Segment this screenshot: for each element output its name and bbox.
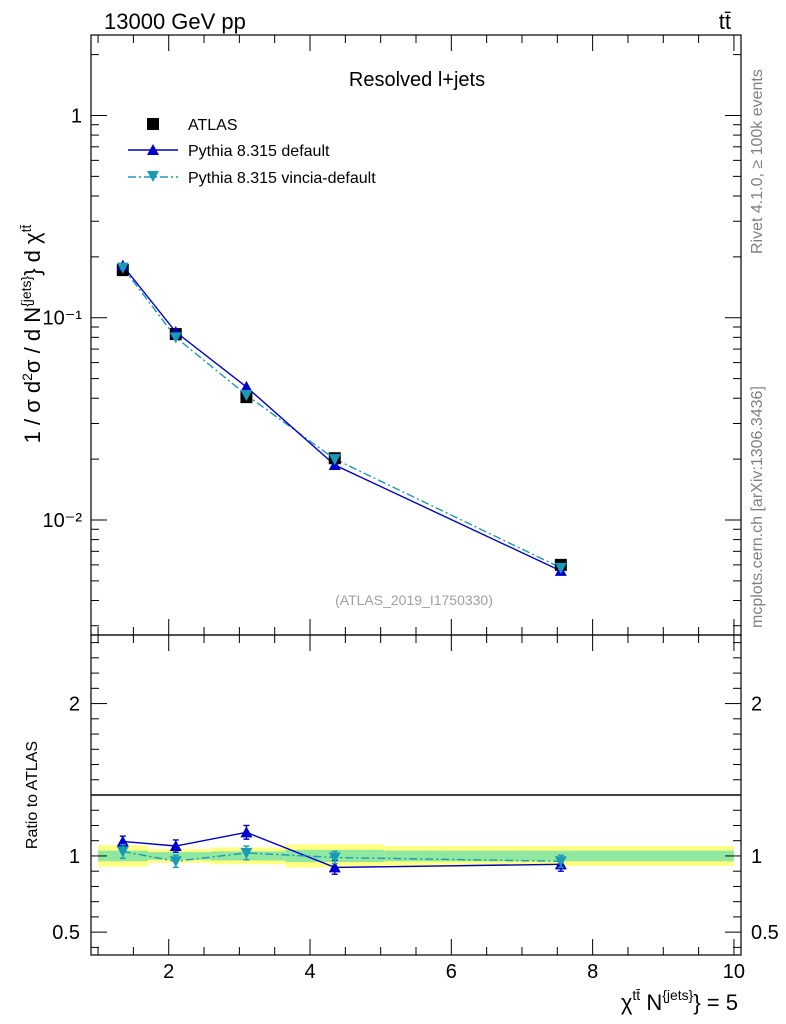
- ratio-default-point: [169, 840, 182, 852]
- main-y-axis-label: 1 / σ d2σ / d N{jets}} d χtt̄: [18, 225, 45, 444]
- ratio-y-axis-label: Ratio to ATLAS: [24, 741, 41, 849]
- ratio-vincia-point: [169, 856, 182, 868]
- ratio-vincia-line: [122, 850, 561, 863]
- x-tick-label: 6: [446, 961, 457, 983]
- ratio-panel: 0.5 0.5 1 1 2 2 2 4 6 8 10 Ratio to ATLAS χtt̄ N{…: [24, 634, 779, 1015]
- legend-label-atlas: ATLAS: [188, 117, 238, 134]
- ratio-vincia-point: [240, 847, 253, 859]
- vincia-point: [116, 262, 129, 274]
- main-panel: 10⁻² 10⁻¹ 1 Resolved l+jets (ATLAS_2019_I1…: [18, 34, 742, 636]
- ratio-series-layer: [116, 824, 567, 875]
- vincia-point: [169, 332, 182, 344]
- ratio-default-point: [328, 861, 341, 873]
- vincia-point: [240, 389, 253, 401]
- x-tick-label: 8: [587, 961, 598, 983]
- process-label: tt̄: [719, 9, 731, 34]
- ratio-vincia-point: [116, 846, 129, 858]
- vincia-point: [328, 454, 341, 466]
- vincia-point: [554, 562, 567, 574]
- main-axis-ticks: [91, 35, 741, 635]
- ratio-band-inner: [211, 851, 286, 861]
- ratio-y-tick-label-right: 2: [751, 694, 762, 716]
- ratio-band-inner: [147, 852, 212, 860]
- x-tick-label: 10: [723, 961, 745, 983]
- energy-label: 13000 GeV pp: [104, 9, 246, 34]
- x-tick-label: 2: [163, 961, 174, 983]
- ratio-uncertainty-bands: [98, 844, 734, 868]
- analysis-id: (ATLAS_2019_I1750330): [335, 592, 493, 608]
- ratio-y-tick-label-right: 1: [751, 846, 762, 868]
- vincia-line: [122, 267, 562, 569]
- ratio-default-point: [116, 835, 129, 847]
- x-tick-labels: 2 4 6 8 10: [163, 961, 745, 983]
- default-line: [122, 265, 562, 572]
- ratio-y-tick-label-left: 1: [69, 846, 80, 868]
- x-tick-label: 4: [304, 961, 315, 983]
- default-point: [240, 380, 253, 392]
- main-series-layer: [116, 259, 567, 576]
- ratio-band-inner: [384, 850, 734, 862]
- x-axis-label: χtt̄ N{jets}} = 5: [621, 987, 738, 1015]
- side-label-mcplots: mcplots.cern.ch [arXiv:1306.3436]: [749, 386, 766, 628]
- main-y-tick-labels: 10⁻² 10⁻¹ 1: [43, 105, 83, 532]
- ratio-y-tick-label-right: 0.5: [751, 922, 779, 944]
- legend: ATLAS Pythia 8.315 default Pythia 8.315 …: [128, 117, 376, 187]
- ratio-default-point: [240, 826, 253, 838]
- legend-label-default: Pythia 8.315 default: [188, 143, 330, 160]
- ratio-vincia-point: [554, 856, 567, 868]
- legend-label-vincia: Pythia 8.315 vincia-default: [188, 170, 376, 187]
- ratio-vincia-point: [328, 852, 341, 864]
- plot-title: Resolved l+jets: [349, 69, 485, 91]
- legend-marker-atlas: [147, 118, 159, 130]
- main-y-tick-label: 10⁻²: [43, 510, 83, 532]
- main-y-tick-label: 1: [71, 105, 82, 127]
- ratio-axis-ticks: [91, 635, 741, 955]
- ratio-y-tick-label-left: 0.5: [52, 922, 80, 944]
- legend-marker-vincia: [147, 171, 159, 182]
- legend-marker-default: [147, 144, 159, 155]
- main-y-tick-label: 10⁻¹: [43, 308, 83, 330]
- side-label-rivet: Rivet 4.1.0, ≥ 100k events: [749, 69, 766, 254]
- ratio-y-tick-label-left: 2: [69, 694, 80, 716]
- ratio-y-tick-labels: 0.5 0.5 1 1 2 2: [52, 694, 779, 945]
